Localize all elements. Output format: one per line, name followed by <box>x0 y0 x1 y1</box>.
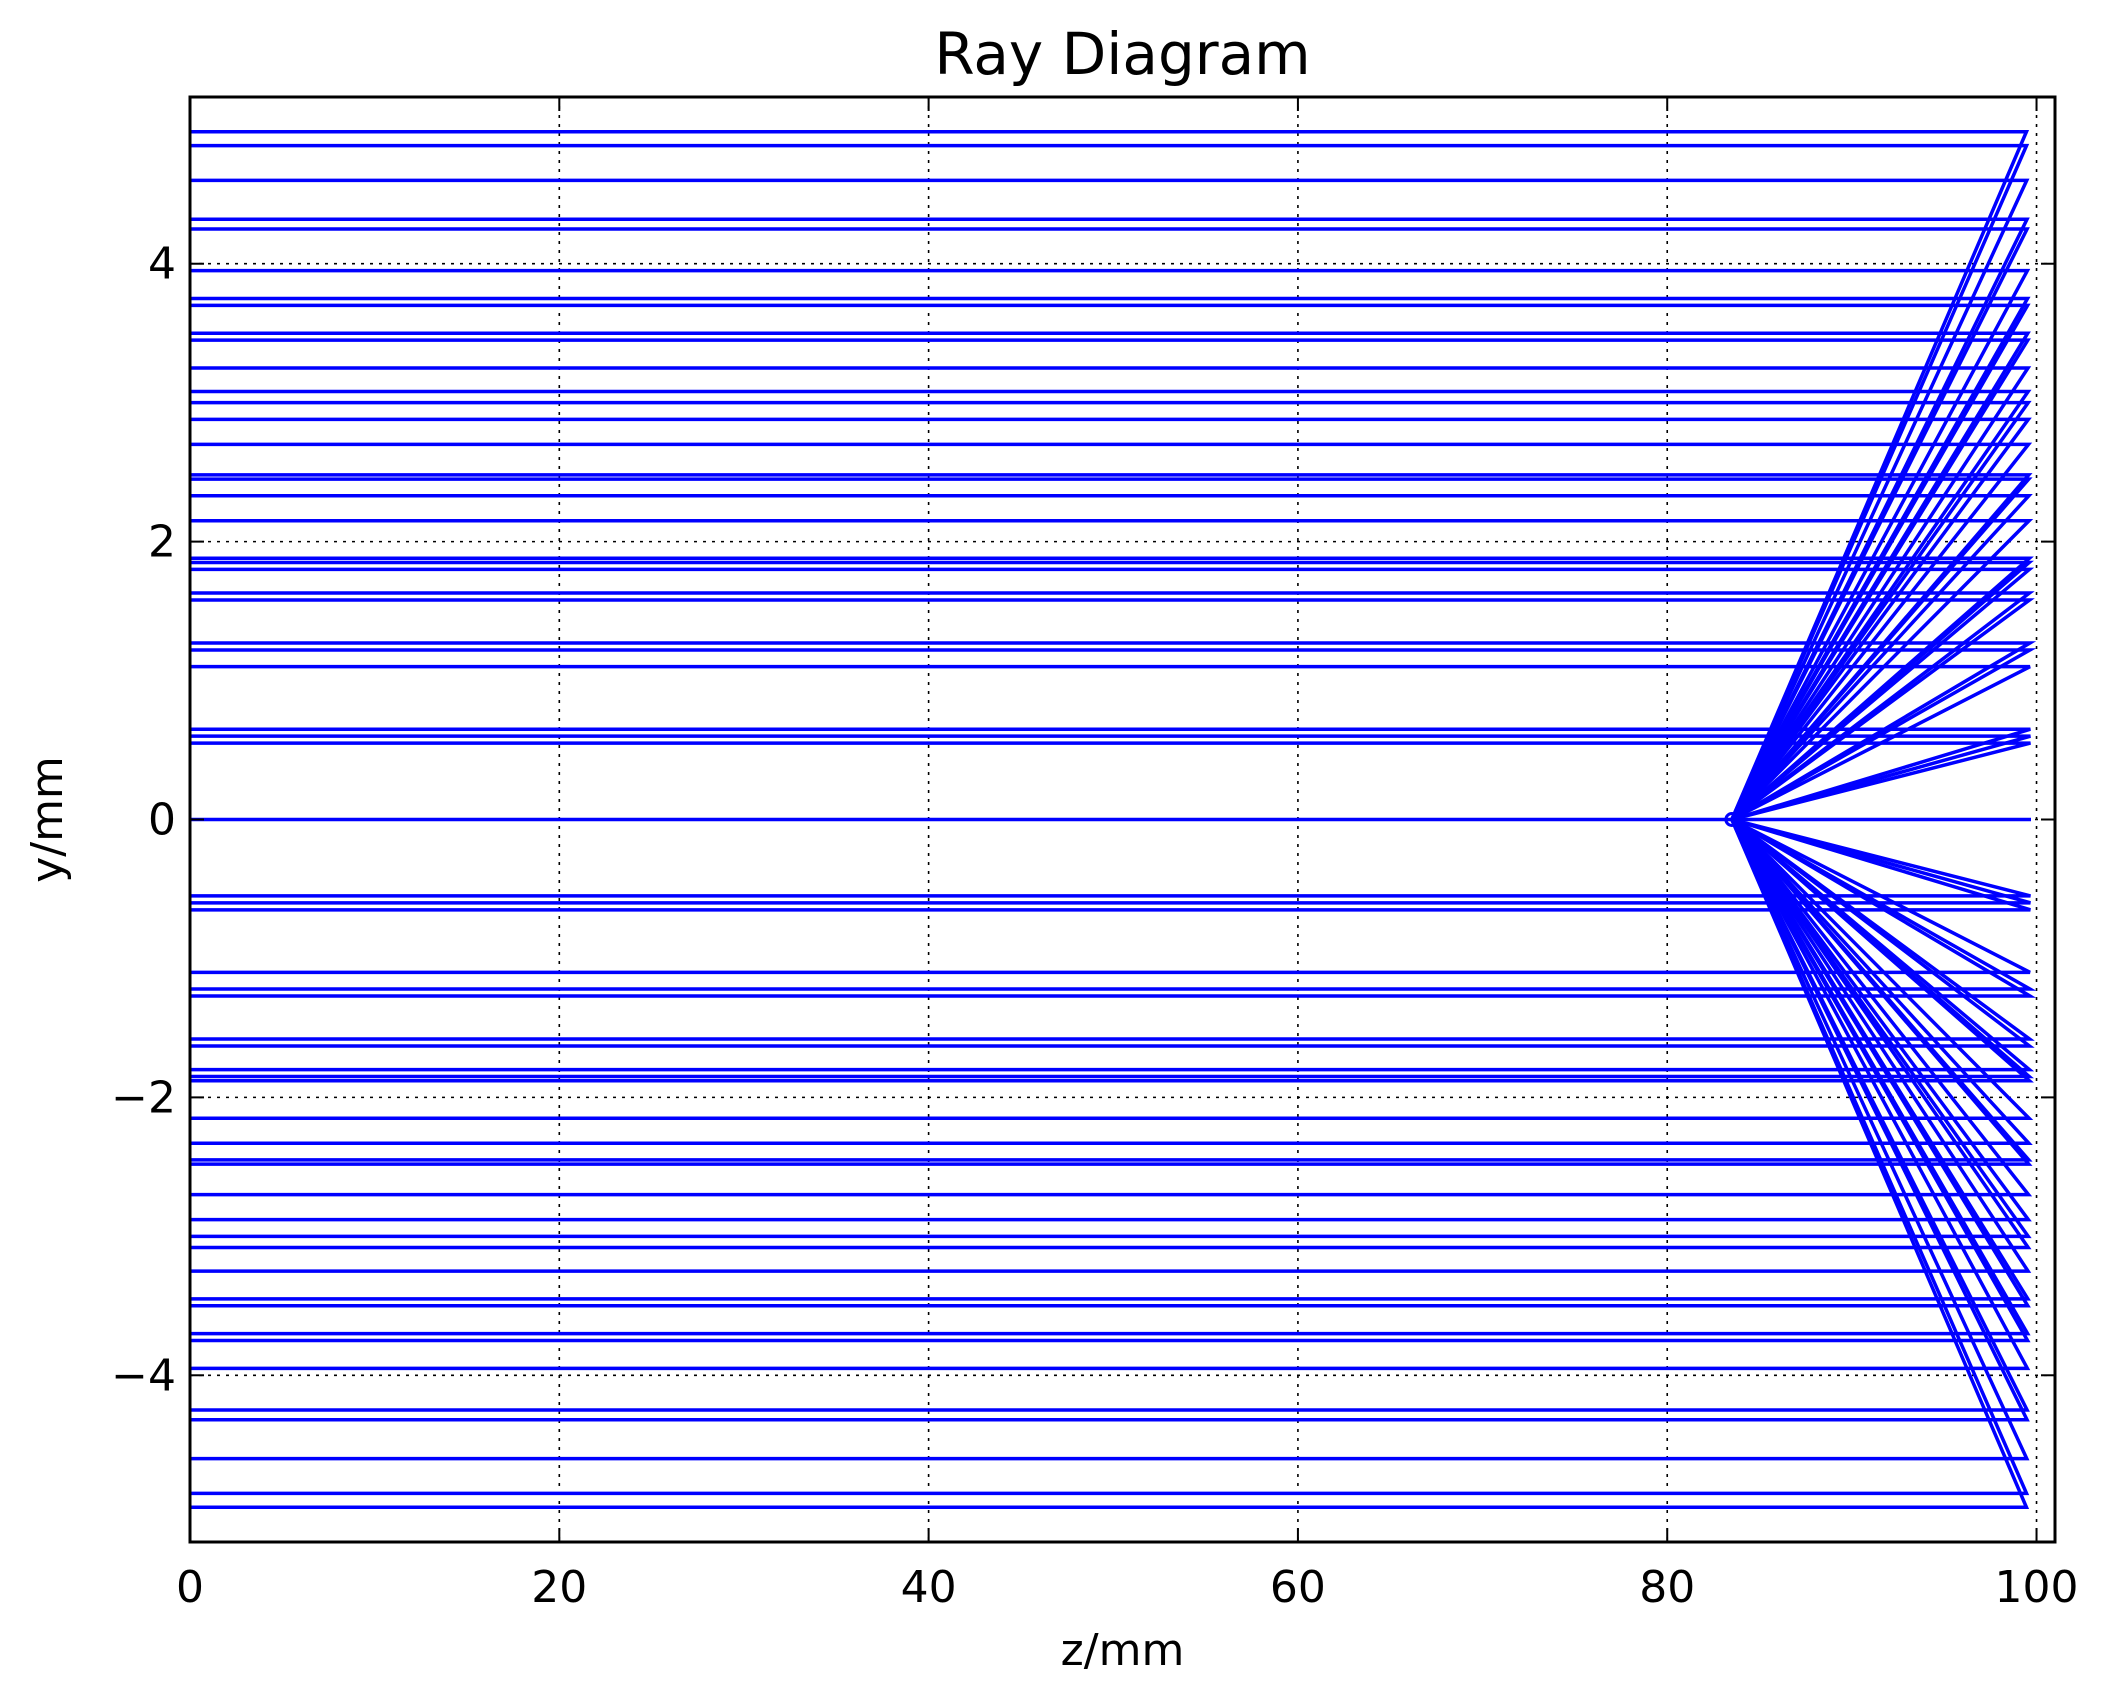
ray-line <box>190 129 2030 821</box>
x-tick-label: 80 <box>1639 1562 1695 1613</box>
ray-line <box>190 560 2034 821</box>
ray-line <box>190 818 2032 1222</box>
ray-line <box>190 143 2030 821</box>
ray-line <box>190 818 2032 1239</box>
ray-line <box>190 818 2035 1072</box>
ray-line <box>190 817 2037 998</box>
ray-line <box>190 818 2031 1308</box>
ray-line <box>190 818 2030 1510</box>
ray-line <box>190 268 2031 821</box>
x-tick-label: 100 <box>1995 1562 2079 1613</box>
ray-line <box>190 303 2031 821</box>
ray-line <box>190 338 2031 821</box>
ray-line <box>190 818 2031 1343</box>
ray-line <box>190 477 2033 821</box>
ray-line <box>190 818 2033 1145</box>
ray-line <box>190 817 2031 898</box>
x-tick-label: 60 <box>1270 1562 1326 1613</box>
ray-line <box>190 818 2032 1250</box>
ray-line <box>190 519 2034 821</box>
ray-line <box>190 648 2037 822</box>
ray-line <box>190 818 2032 1273</box>
ray-line <box>190 818 2034 1120</box>
ray-line <box>190 817 2037 991</box>
ray-line <box>190 818 2035 1041</box>
y-tick-label: 2 <box>148 517 176 568</box>
ray-line <box>190 818 2033 1197</box>
ray-line <box>190 741 2031 822</box>
ray-line <box>190 417 2032 821</box>
ray-line <box>190 818 2034 1083</box>
focus-point-marker <box>1724 812 1740 827</box>
ray-line <box>190 641 2037 822</box>
ray-line <box>190 818 2031 1301</box>
ray-line <box>190 227 2030 821</box>
ticks-layer: 0 20 40 60 80 100 −4 −2 0 2 4 <box>111 97 2079 1613</box>
x-tick-label: 20 <box>531 1562 587 1613</box>
y-tick-label: 4 <box>148 239 176 290</box>
x-tick-label: 0 <box>176 1562 204 1613</box>
rays-layer <box>190 129 2037 1510</box>
x-axis-label: z/mm <box>1061 1625 1185 1676</box>
y-tick-label: −4 <box>111 1350 176 1401</box>
ray-line <box>190 818 2030 1461</box>
ray-line <box>190 817 2031 912</box>
ray-line <box>190 664 2031 822</box>
y-axis-label: y/mm <box>22 756 73 883</box>
ray-line <box>190 817 2031 975</box>
ray-line <box>190 734 2031 822</box>
x-tick-label: 40 <box>901 1562 957 1613</box>
ray-line <box>190 818 2030 1422</box>
ray-line <box>190 818 2035 1048</box>
ray-line <box>190 818 2033 1166</box>
ray-line <box>190 598 2035 821</box>
ray-line <box>190 818 2030 1496</box>
ray-line <box>190 494 2033 821</box>
chart-title: Ray Diagram <box>934 20 1310 88</box>
ray-line <box>190 400 2032 821</box>
y-tick-label: −2 <box>111 1072 176 1123</box>
ray-line <box>190 442 2033 821</box>
ray-line <box>190 178 2030 821</box>
ray-line <box>190 727 2031 822</box>
ray-line <box>190 331 2031 821</box>
ray-line <box>190 817 2031 905</box>
ray-line <box>190 818 2031 1371</box>
ray-line <box>190 389 2032 821</box>
y-tick-label: 0 <box>148 795 176 846</box>
ray-line <box>190 366 2032 821</box>
